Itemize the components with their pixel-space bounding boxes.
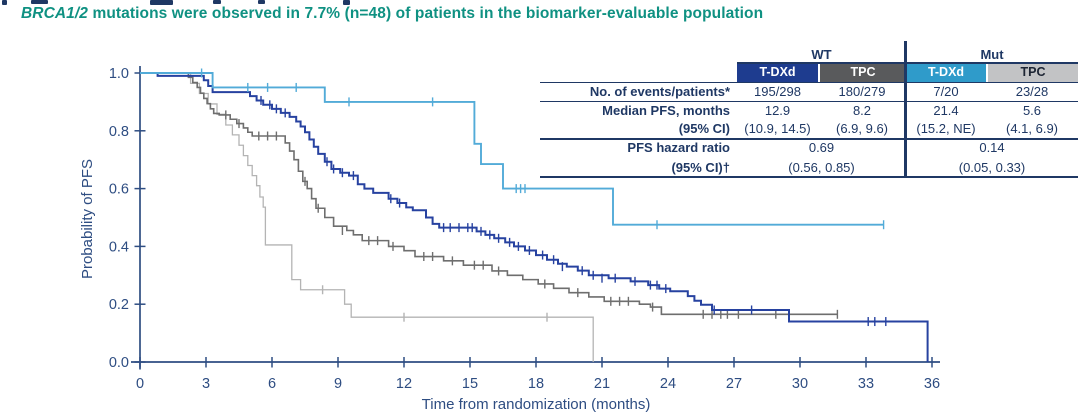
events-wt-tdxd: 195/298 xyxy=(754,84,801,99)
svg-text:18: 18 xyxy=(528,376,544,392)
axes: 0 3 6 9 12 15 18 21 24 27 30 33 360.00.20.40.60.81.0… xyxy=(79,66,940,413)
events-wt-tpc: 180/279 xyxy=(838,84,886,99)
column-header-wt-tdxd: T-DXd xyxy=(737,63,818,82)
clipped-text-fragment xyxy=(31,0,48,4)
svg-text:24: 24 xyxy=(660,376,676,392)
median-wt-tpc: 8.2 xyxy=(852,102,872,118)
median-mut-tpc: 5.6 xyxy=(1022,102,1042,118)
median-ci-mut-tpc: (4.1, 6.9) xyxy=(1005,121,1059,136)
svg-text:3: 3 xyxy=(202,376,210,392)
row-label-hazard-ci: (95% CI)† xyxy=(671,159,730,175)
km-curve-wt-tpc xyxy=(140,72,839,319)
median-mut-tdxd: 21.4 xyxy=(933,102,959,118)
table-rule xyxy=(540,100,1078,103)
y-axis-title: Probability of PFS xyxy=(79,159,96,279)
events-mut-tdxd: 7/20 xyxy=(933,84,959,99)
row-label-hazard: PFS hazard ratio xyxy=(627,140,730,155)
table-rule xyxy=(540,81,1078,84)
median-ci-wt-tdxd: (10.9, 14.5) xyxy=(744,121,811,136)
column-header-mut-tdxd: T-DXd xyxy=(906,63,986,82)
svg-text:0.2: 0.2 xyxy=(109,297,129,313)
svg-text:0.6: 0.6 xyxy=(109,182,129,198)
svg-text:0.8: 0.8 xyxy=(109,124,129,140)
svg-text:15: 15 xyxy=(462,376,478,392)
gene-name: BRCA1/2 xyxy=(21,5,89,22)
column-header-mut-tpc: TPC xyxy=(986,63,1078,82)
svg-text:6: 6 xyxy=(268,376,276,392)
clipped-text-fragment xyxy=(150,0,173,5)
x-axis-title: Time from randomization (months) xyxy=(422,396,651,413)
svg-text:0: 0 xyxy=(136,376,144,392)
hazard-mut: 0.14 xyxy=(979,140,1005,155)
events-mut-tpc: 23/28 xyxy=(1015,84,1049,99)
wt-mut-divider xyxy=(904,41,907,177)
svg-text:27: 27 xyxy=(726,376,742,392)
clipped-text-fragment xyxy=(343,0,350,5)
hazard-ci-mut: (0.05, 0.33) xyxy=(958,159,1026,175)
svg-text:33: 33 xyxy=(858,376,874,392)
svg-text:1.0: 1.0 xyxy=(109,66,129,82)
row-label-median: Median PFS, months xyxy=(602,102,730,118)
svg-text:0.0: 0.0 xyxy=(109,355,129,371)
svg-text:0.4: 0.4 xyxy=(109,239,129,255)
pfs-statistics-table: WT Mut T-DXd TPC T-DXd TPC No. of events… xyxy=(540,41,1078,178)
hazard-ci-wt: (0.56, 0.85) xyxy=(788,159,855,175)
clipped-text-fragment xyxy=(2,0,7,5)
svg-text:36: 36 xyxy=(924,376,940,392)
group-header-wt: WT xyxy=(811,46,832,62)
row-label-events: No. of events/patients* xyxy=(589,84,730,99)
km-curve-mut-tpc xyxy=(140,72,594,362)
table-rule xyxy=(737,62,1078,64)
km-curve-mut-t-dxd xyxy=(140,68,885,230)
subtitle-text: mutations were observed in 7.7% (n=48) o… xyxy=(88,5,764,22)
figure-subtitle: BRCA1/2 mutations were observed in 7.7% … xyxy=(21,5,881,23)
group-header-mut: Mut xyxy=(980,46,1004,62)
table-rule xyxy=(540,138,1078,140)
clipped-text-fragment xyxy=(213,0,221,4)
column-header-wt-tpc: TPC xyxy=(818,63,906,82)
row-label-median-ci: (95% CI) xyxy=(678,121,730,136)
svg-text:21: 21 xyxy=(594,376,610,392)
km-curve-wt-t-dxd xyxy=(140,72,929,362)
clipped-text-fragment xyxy=(258,0,265,4)
median-ci-wt-tpc: (6.9, 9.6) xyxy=(835,121,889,136)
svg-text:12: 12 xyxy=(396,376,412,392)
table-rule xyxy=(540,176,1078,178)
median-wt-tdxd: 12.9 xyxy=(764,102,791,118)
svg-text:30: 30 xyxy=(792,376,808,392)
svg-text:9: 9 xyxy=(334,376,342,392)
median-ci-mut-tdxd: (15.2, NE) xyxy=(916,121,976,136)
hazard-wt: 0.69 xyxy=(808,140,835,155)
